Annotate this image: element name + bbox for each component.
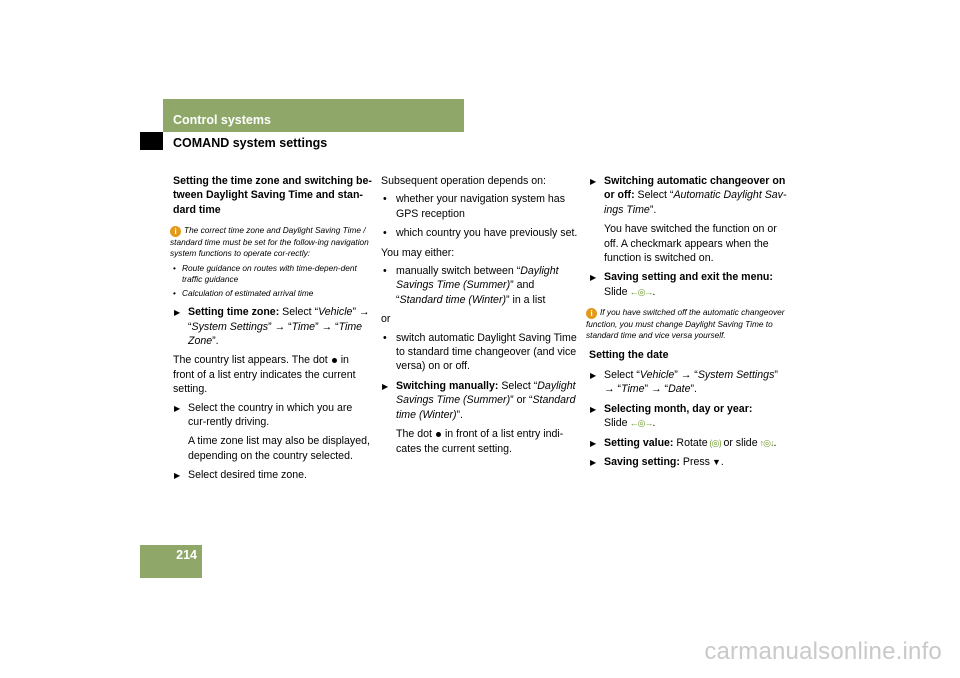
column-1: Setting the time zone and switching be-t… (170, 174, 373, 488)
step-set-time-zone: Setting time zone: Select “Vehicle” → “S… (173, 305, 373, 348)
date-heading: Setting the date (589, 348, 669, 361)
note-bullet: Calculation of estimated arrival time (170, 288, 373, 299)
header-marker (140, 132, 163, 150)
intro-text: Subsequent operation depends on: (381, 175, 546, 187)
note-text: The correct time zone and Daylight Savin… (170, 225, 369, 259)
timezone-heading: Setting the time zone and switching be-t… (173, 175, 372, 216)
step-select-month-day-year: Selecting month, day or year:Slide←◎→. (589, 402, 787, 431)
rotate-icon: ⟮◎⟯ (709, 437, 722, 448)
column-3: Switching automatic changeover on or off… (586, 174, 787, 475)
step-select-time-zone: Select desired time zone. (173, 468, 373, 484)
step-select-country: Select the country in which you are cur-… (173, 401, 373, 430)
page-number-box: 214 (140, 545, 202, 578)
watermark: carmanualsonline.info (704, 638, 942, 665)
info-icon: i (170, 226, 181, 238)
list-item: whether your navigation system has GPS r… (381, 192, 579, 221)
step-select-country-detail: A time zone list may also be displayed, … (188, 435, 370, 462)
slide-left-right-icon: ←◎→ (629, 286, 654, 297)
auto-changeover-detail: You have switched the function on or off… (604, 223, 777, 265)
column-2: Subsequent operation depends on: whether… (381, 174, 579, 461)
header-band (163, 99, 464, 132)
list-item: which country you have previously set. (381, 226, 579, 241)
info-note-timezone: i The correct time zone and Daylight Savi… (170, 225, 373, 299)
slide-left-right-icon: ←◎→ (629, 418, 654, 429)
dot-icon (435, 431, 441, 437)
either-text: You may either: (381, 246, 455, 259)
slide-up-down-icon: ↑◎↓ (759, 437, 775, 448)
section-title: Control systems (173, 113, 271, 127)
info-note-changeover: i If you have switched off the automatic … (586, 307, 787, 341)
current-setting-text: The dot in front of a list entry indi-cat… (396, 428, 564, 455)
step-switch-manually: Switching manually: Select “Daylight Sav… (381, 379, 579, 422)
page-number: 214 (176, 548, 197, 562)
subsection-title: COMAND system settings (173, 136, 328, 150)
or-text: or (381, 313, 391, 326)
dot-icon (331, 358, 337, 364)
step-auto-changeover: Switching automatic changeover on or off… (589, 174, 787, 217)
step-set-value: Setting value: Rotate⟮◎⟯ or slide↑◎↓. (589, 436, 787, 452)
note-bullet: Route guidance on routes with time-depen… (170, 263, 373, 285)
press-icon: ▼ (711, 457, 721, 468)
note-text: If you have switched off the automatic c… (586, 307, 785, 341)
step-select-date: Select “Vehicle” → “System Settings” → “… (589, 368, 787, 397)
info-icon: i (586, 308, 597, 320)
step-save-setting: Saving setting: Press▼. (589, 455, 787, 471)
country-list-text: The country list appears. The dot in fron… (173, 354, 356, 396)
step-save-exit: Saving setting and exit the menu:Slide←◎… (589, 270, 787, 299)
list-item: manually switch between “Daylight Saving… (381, 264, 579, 307)
list-item: switch automatic Daylight Saving Time to… (381, 331, 579, 374)
